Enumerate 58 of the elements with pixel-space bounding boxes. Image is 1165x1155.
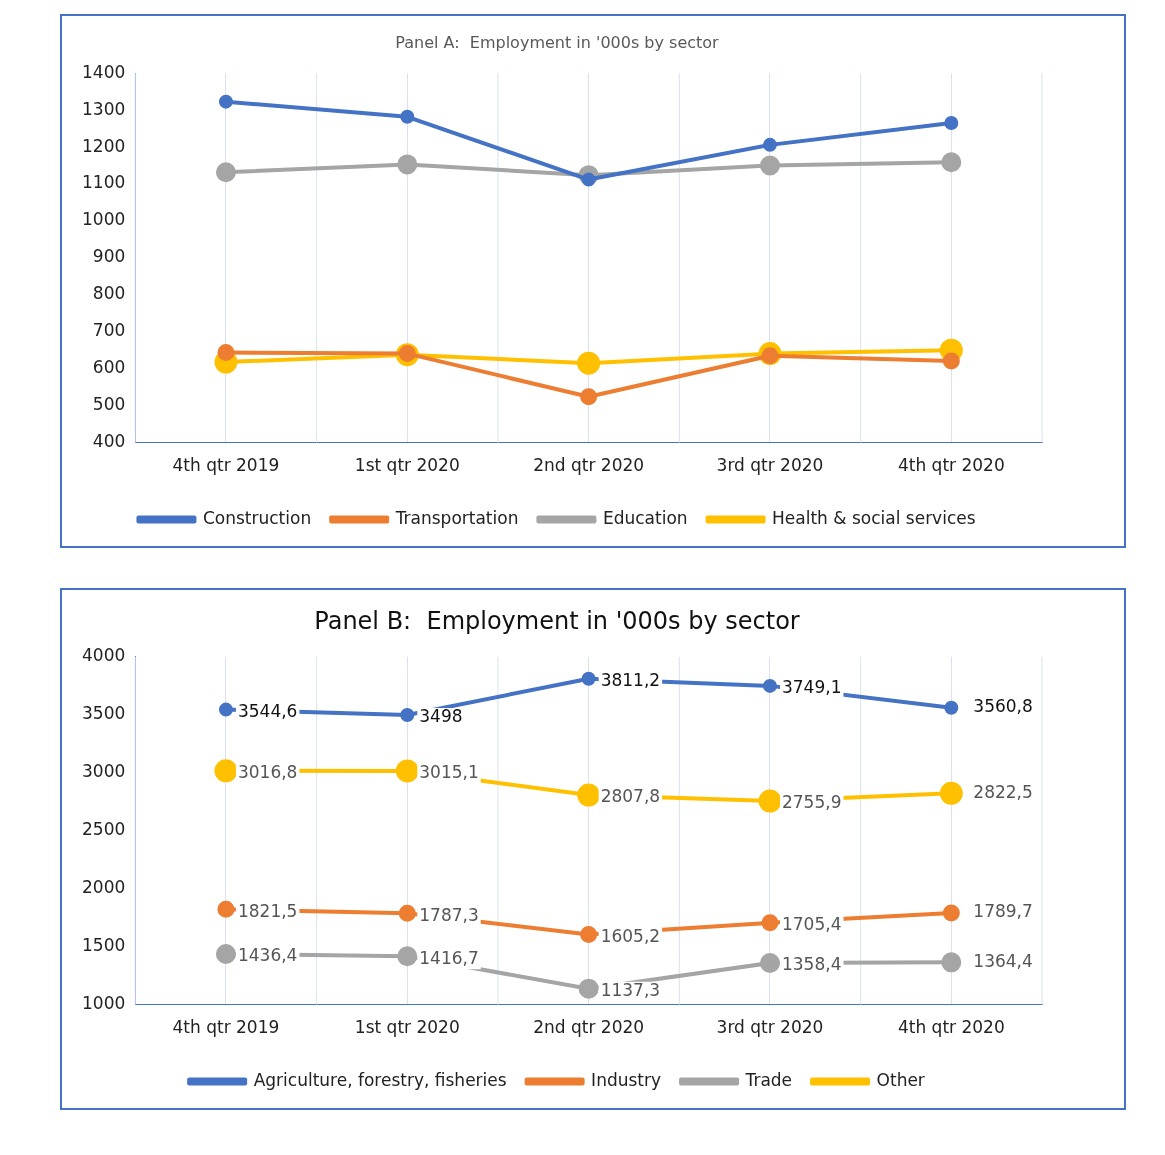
x-tick-label: 3rd qtr 2020	[716, 455, 824, 476]
x-tick-label: 1st qtr 2020	[354, 1017, 460, 1038]
legend-label: Construction	[202, 507, 312, 528]
legend-label: Other	[876, 1069, 925, 1090]
x-tick-label: 2nd qtr 2020	[533, 1017, 645, 1038]
data-label: 3016,8	[237, 762, 298, 783]
data-label: 3015,1	[419, 762, 479, 783]
x-tick-label: 4th qtr 2020	[897, 455, 1005, 476]
y-tick-label: 2000	[82, 877, 126, 898]
chart-title: Panel B: Employment in '000s by sector	[314, 606, 800, 635]
y-tick-label: 3500	[82, 703, 126, 724]
legend-label: Transportation	[394, 507, 519, 528]
y-tick-label: 500	[92, 394, 126, 415]
y-tick-label: 600	[92, 357, 126, 378]
y-tick-label: 1000	[82, 993, 126, 1014]
legend-label: Industry	[591, 1069, 662, 1090]
data-label: 1705,4	[781, 914, 842, 935]
data-label: 1137,3	[600, 980, 661, 1001]
y-tick-label: 3000	[82, 761, 126, 782]
legend-label: Trade	[744, 1069, 793, 1090]
data-label: 1436,4	[237, 945, 298, 966]
x-tick-label: 3rd qtr 2020	[716, 1017, 824, 1038]
x-tick-label: 4th qtr 2019	[172, 1017, 280, 1038]
data-label: 1358,4	[781, 954, 842, 975]
x-tick-label: 2nd qtr 2020	[533, 455, 645, 476]
data-label: 1364,4	[973, 950, 1033, 971]
data-label: 1789,7	[973, 901, 1033, 922]
legend-label: Education	[602, 507, 688, 528]
y-tick-label: 1000	[82, 209, 126, 230]
y-tick-label: 900	[92, 246, 126, 267]
y-tick-label: 1200	[82, 135, 126, 156]
y-tick-label: 1300	[82, 98, 126, 119]
y-tick-label: 1100	[82, 172, 126, 193]
data-label: 1821,5	[237, 900, 298, 921]
y-tick-label: 1400	[82, 61, 126, 82]
data-label: 3749,1	[781, 677, 842, 698]
y-tick-label: 800	[92, 283, 126, 304]
data-label: 1787,3	[419, 904, 479, 925]
y-tick-label: 700	[92, 320, 126, 341]
y-tick-label: 4000	[82, 645, 126, 666]
data-label: 3560,8	[973, 696, 1033, 717]
data-label: 3811,2	[600, 670, 661, 691]
data-label: 3544,6	[237, 701, 298, 722]
data-label: 2755,9	[781, 792, 842, 813]
data-label: 2807,8	[600, 786, 661, 807]
data-label: 3498	[419, 706, 463, 727]
x-tick-label: 1st qtr 2020	[354, 455, 460, 476]
y-tick-label: 2500	[82, 819, 126, 840]
y-tick-label: 400	[92, 431, 126, 452]
legend-label: Health & social services	[772, 507, 976, 528]
x-tick-label: 4th qtr 2020	[897, 1017, 1005, 1038]
data-label: 1605,2	[600, 925, 661, 946]
data-label: 2822,5	[973, 781, 1033, 802]
legend-label: Agriculture, forestry, fisheries	[253, 1069, 507, 1090]
x-tick-label: 4th qtr 2019	[172, 455, 280, 476]
y-tick-label: 1500	[82, 935, 126, 956]
data-label: 1416,7	[419, 947, 479, 968]
chart-title: Panel A: Employment in '000s by sector	[395, 32, 720, 52]
